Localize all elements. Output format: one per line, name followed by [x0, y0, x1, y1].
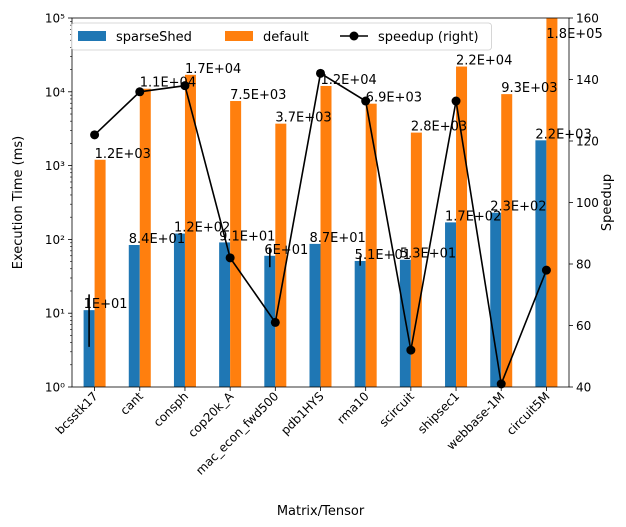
legend-swatch-default [225, 31, 253, 41]
y2-axis-label: Speedup [600, 174, 615, 231]
y2-tick-label: 60 [576, 319, 591, 333]
bar-label-sparseShed-webbase-1M: 2.3E+02 [490, 200, 546, 215]
x-tick-label-cant: cant [117, 389, 146, 418]
x-tick-label-circuit5M: circuit5M [504, 389, 553, 438]
legend-marker-speedup (right) [349, 31, 359, 41]
bar-sparseShed-shipsec1 [445, 222, 457, 387]
bar-default-shipsec1 [456, 66, 468, 387]
y2-tick-label: 100 [576, 196, 599, 210]
y-axis-label: Execution Time (ms) [11, 136, 26, 269]
bar-default-webbase-1M [501, 94, 513, 387]
legend-swatch-sparseShed [78, 31, 106, 41]
right-axis: 40 60 80 100 120 140 160 [569, 12, 599, 395]
bar-label-default-webbase-1M: 9.3E+03 [501, 81, 557, 96]
bar-default-consph [184, 74, 196, 387]
bar-label-default-consph: 1.7E+04 [185, 62, 241, 77]
y-tick-label: 10³ [45, 159, 65, 173]
bars-layer [83, 18, 558, 388]
y2-tick-label: 140 [576, 73, 599, 87]
speedup-point-cant [135, 87, 145, 97]
bar-label-sparseShed-scircuit: 5.3E+01 [400, 247, 456, 262]
bar-sparseShed-cant [128, 244, 140, 387]
bar-default-cant [139, 88, 151, 388]
legend-label-default: default [263, 30, 309, 45]
speedup-point-bcsstk17 [90, 130, 100, 140]
bar-label-sparseShed-pdb1HYS: 8.7E+01 [310, 231, 366, 246]
y2-tick-label: 80 [576, 258, 591, 272]
bar-label-default-rma10: 6.9E+03 [366, 91, 422, 106]
y-tick-label: 10⁵ [45, 12, 65, 26]
bar-label-default-cant: 1.1E+04 [140, 76, 196, 91]
bar-default-bcsstk17 [94, 159, 106, 387]
speedup-line-layer [90, 68, 551, 389]
bar-label-sparseShed-cop20k_A: 9.1E+01 [219, 229, 275, 244]
speedup-point-circuit5M [541, 265, 551, 275]
bar-sparseShed-mac_econ_fwd500 [264, 255, 276, 387]
bar-label-sparseShed-mac_econ_fwd500: 6E+01 [264, 243, 308, 258]
x-tick-label-consph: consph [151, 389, 191, 429]
bar-sparseShed-consph [173, 233, 185, 387]
bar-label-default-pdb1HYS: 1.2E+04 [321, 73, 377, 88]
bar-label-default-shipsec1: 2.2E+04 [456, 54, 512, 69]
left-axis: 10⁰ 10¹ 10² 10³ 10⁴ 10⁵ [45, 12, 72, 395]
bar-label-default-cop20k_A: 7.5E+03 [230, 88, 286, 103]
bar-default-cop20k_A [230, 101, 242, 387]
bar-label-sparseShed-shipsec1: 1.7E+02 [445, 209, 501, 224]
bar-label-default-circuit5M: 1.8E+05 [546, 27, 602, 42]
bar-default-circuit5M [546, 18, 558, 387]
y-tick-label: 10² [45, 233, 65, 247]
legend-box [71, 22, 492, 51]
x-tick-label-scircuit: scircuit [377, 389, 418, 430]
y2-tick-label: 120 [576, 135, 599, 149]
y2-tick-label: 160 [576, 12, 599, 26]
speedup-point-cop20k_A [225, 253, 235, 263]
bar-default-pdb1HYS [320, 85, 332, 387]
bar-sparseShed-rma10 [354, 260, 366, 387]
bar-label-sparseShed-rma10: 5.1E+01 [355, 248, 411, 263]
bar-default-rma10 [365, 103, 377, 388]
bar-label-default-mac_econ_fwd500: 3.7E+03 [275, 111, 331, 126]
error-bars-layer [88, 247, 361, 347]
bar-sparseShed-circuit5M [535, 140, 547, 387]
bar-sparseShed-pdb1HYS [309, 243, 321, 387]
y-tick-label: 10⁴ [45, 85, 65, 99]
x-tick-label-shipsec1: shipsec1 [415, 389, 462, 436]
bar-sparseShed-bcsstk17 [83, 310, 95, 387]
x-axis: bcsstk17 cant consphcop20k_Amac_econ_fwd50… [53, 387, 553, 478]
x-tick-label-bcsstk17: bcsstk17 [53, 389, 101, 437]
legend: sparseShed default speedup (right) [71, 22, 492, 51]
speedup-point-scircuit [406, 345, 416, 355]
bar-label-sparseShed-consph: 1.2E+02 [174, 221, 230, 236]
speedup-point-consph [180, 81, 190, 91]
x-tick-label-rma10: rma10 [334, 389, 372, 427]
bar-label-default-bcsstk17: 1.2E+03 [95, 147, 151, 162]
speedup-point-rma10 [361, 96, 371, 106]
bar-label-sparseShed-circuit5M: 2.2E+03 [535, 127, 591, 142]
speedup-point-shipsec1 [451, 96, 461, 106]
speedup-point-webbase-1M [496, 379, 506, 389]
bar-label-sparseShed-cant: 8.4E+01 [129, 232, 185, 247]
x-tick-label-mac_econ_fwd500: mac_econ_fwd500 [193, 389, 281, 477]
y-tick-label: 10¹ [45, 307, 65, 321]
bar-label-sparseShed-bcsstk17: 1E+01 [84, 297, 128, 312]
y2-tick-label: 40 [576, 381, 591, 395]
bar-default-scircuit [410, 132, 422, 387]
bar-sparseShed-webbase-1M [490, 212, 502, 387]
speedup-point-mac_econ_fwd500 [270, 317, 280, 327]
y-tick-label: 10⁰ [45, 381, 65, 395]
x-tick-label-pdb1HYS: pdb1HYS [278, 389, 326, 437]
bar-sparseShed-cop20k_A [219, 242, 231, 387]
legend-label-sparseShed: sparseShed [116, 30, 192, 45]
speedup-point-pdb1HYS [316, 68, 325, 78]
legend-label-speedup (right): speedup (right) [378, 30, 479, 45]
x-axis-label: Matrix/Tensor [277, 504, 365, 519]
bar-label-default-scircuit: 2.8E+03 [411, 120, 467, 135]
bar-default-mac_econ_fwd500 [275, 123, 287, 387]
